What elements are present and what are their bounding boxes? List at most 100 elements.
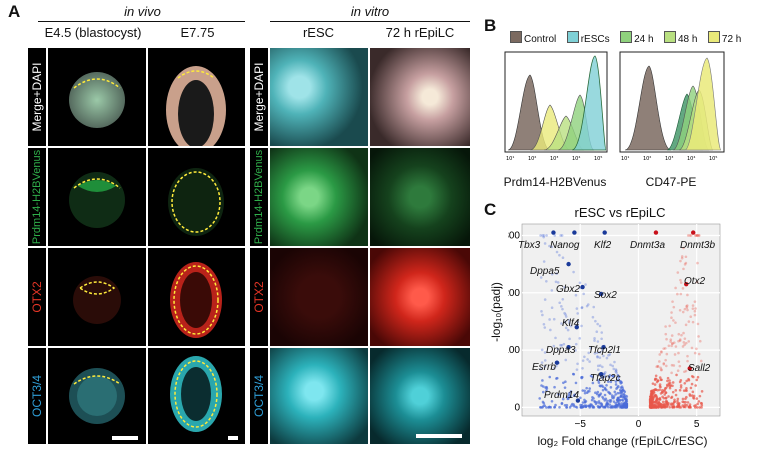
volcano-point (608, 403, 612, 406)
volcano-point (542, 260, 546, 263)
volcano-point (684, 255, 688, 259)
volcano-point (584, 404, 588, 408)
volcano-point (563, 286, 566, 289)
volcano-point (695, 280, 699, 284)
volcano-point (614, 369, 618, 372)
gene-label-sox2: Sox2 (594, 290, 617, 301)
volcano-point (574, 349, 577, 352)
volcano-point (574, 342, 578, 346)
tile-resc-otx2 (270, 248, 368, 346)
labeled-point-sall2 (687, 366, 692, 371)
volcano-point (568, 321, 571, 325)
volcano-point (655, 365, 659, 369)
volcano-point (670, 344, 673, 348)
volcano-point (618, 388, 622, 392)
volcano-point (674, 321, 677, 324)
volcano-point (575, 368, 579, 371)
volcano-point (648, 405, 652, 408)
volcano-point (553, 406, 556, 409)
volcano-point (683, 337, 687, 340)
volcano-point (614, 393, 617, 396)
volcano-point (660, 378, 663, 382)
volcano-point (661, 405, 665, 409)
volcano-point (686, 401, 690, 404)
col-title-repilc: 72 h rEpiLC (385, 25, 455, 40)
volcano-point (682, 267, 685, 271)
volcano-point (613, 360, 616, 364)
volcano-point (552, 317, 556, 321)
volcano-point (583, 398, 586, 402)
volcano-point (574, 381, 578, 385)
volcano-point (543, 365, 547, 368)
volcano-point (654, 374, 658, 378)
volcano-point (600, 337, 603, 341)
volcano-point (685, 386, 688, 390)
volcano-point (597, 381, 601, 384)
volcano-point (695, 378, 699, 382)
volcano-point (611, 364, 615, 368)
volcano-point (671, 300, 674, 303)
volcano-point (655, 395, 659, 399)
labeled-point-sox2 (599, 291, 604, 297)
volcano-point (566, 328, 570, 332)
volcano-point (655, 399, 659, 403)
volcano-point (556, 281, 560, 284)
volcano-point (564, 315, 568, 318)
labeled-point-klf4 (574, 324, 579, 330)
volcano-point (561, 256, 565, 260)
rowlabel-otx2-left: OTX2 (28, 248, 46, 346)
volcano-point (600, 376, 604, 379)
volcano-point (583, 400, 587, 404)
volcano-point (684, 369, 688, 373)
volcano-point (545, 406, 548, 409)
volcano-point (613, 390, 617, 394)
volcano-point (541, 390, 545, 394)
volcano-point (649, 403, 652, 406)
volcano-point (680, 255, 684, 258)
volcano-point (678, 338, 682, 341)
volcano-point (660, 389, 664, 392)
gene-label-tfcp2l1: Tfcp2l1 (588, 345, 621, 356)
volcano-point (700, 403, 704, 407)
volcano-point (612, 367, 616, 371)
volcano-point (658, 360, 661, 363)
legend-72h: 72 h (707, 31, 741, 45)
tile-e775-otx2 (148, 248, 245, 346)
volcano-point (696, 234, 699, 237)
volcano-point (689, 234, 693, 237)
volcano-point (669, 338, 673, 341)
volcano-point (555, 377, 558, 380)
volcano-point (595, 392, 599, 396)
volcano-point (682, 331, 685, 335)
labeled-point-tbx3 (551, 230, 556, 235)
volcano-point (677, 332, 681, 336)
volcano-point (681, 310, 685, 314)
volcano-point (689, 386, 693, 390)
volcano-point (608, 399, 612, 402)
volcano-point (658, 353, 662, 356)
invivo-group-title: in vivo (124, 4, 161, 19)
volcano-point (563, 311, 566, 315)
volcano-point (555, 250, 559, 254)
volcano-point (659, 385, 662, 389)
volcano-point (598, 384, 602, 388)
volcano-point (674, 389, 678, 392)
volcano-point (653, 394, 657, 398)
volcano-point (601, 395, 604, 399)
volcano-point (620, 402, 624, 405)
volcano-point (686, 234, 690, 237)
volcano-point (681, 345, 685, 348)
volcano-point (677, 401, 681, 405)
volcano-point (697, 352, 701, 356)
tile-e775-merge (148, 48, 245, 146)
volcano-point (596, 368, 600, 372)
volcano-point (674, 393, 678, 397)
volcano-point (660, 350, 663, 353)
volcano-point (677, 339, 680, 343)
rowlabel-merge-right: Merge+DAPI (250, 48, 268, 146)
volcano-point (557, 393, 560, 396)
volcano-point (687, 340, 691, 343)
volcano-point (602, 375, 606, 378)
volcano-point (622, 392, 626, 396)
volcano-point (700, 406, 703, 409)
